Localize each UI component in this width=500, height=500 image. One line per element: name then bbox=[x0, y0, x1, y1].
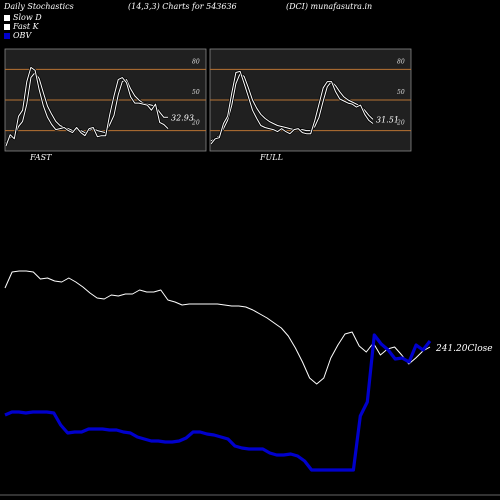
full-level-label-50: 50 bbox=[397, 89, 405, 96]
fast-panel-label: FAST bbox=[29, 153, 52, 162]
full-series-0-line bbox=[210, 73, 374, 142]
fast-series-1-line bbox=[5, 66, 169, 147]
full-level-label-80: 80 bbox=[397, 58, 405, 65]
fast-level-label-50: 50 bbox=[192, 89, 200, 96]
close-label: Close bbox=[468, 344, 493, 354]
legend-label-obv: OBV bbox=[13, 31, 32, 40]
full-series-1-line bbox=[210, 70, 374, 145]
full-panel-label: FULL bbox=[259, 153, 283, 162]
legend-item-obv: OBV bbox=[4, 31, 42, 40]
obv-line bbox=[4, 333, 432, 472]
legend-label-slow-d: Slow D bbox=[13, 13, 42, 22]
fast-level-label-80: 80 bbox=[192, 58, 200, 65]
full-last-value-label: 31.51 bbox=[376, 115, 399, 124]
chart-title: Daily Stochastics bbox=[4, 2, 74, 11]
legend-swatch-obv bbox=[4, 32, 10, 39]
chart-source: (DCI) munafasutra.in bbox=[286, 2, 373, 11]
legend-item-fast-k: Fast K bbox=[4, 22, 42, 31]
chart-params: (14,3,3) Charts for 543636 bbox=[128, 2, 237, 11]
legend-swatch-slow-d bbox=[4, 14, 10, 21]
fast-last-value-label: 32.93 bbox=[171, 113, 194, 122]
price-value: 241.20 bbox=[435, 344, 468, 354]
legend-item-slow-d: Slow D bbox=[4, 13, 42, 22]
legend-swatch-fast-k bbox=[4, 23, 10, 30]
price-value-label: 241.20Close bbox=[435, 344, 493, 354]
legend: Slow D Fast K OBV bbox=[4, 13, 42, 40]
price-line bbox=[4, 270, 431, 385]
fast-level-label-20: 20 bbox=[191, 120, 200, 127]
legend-label-fast-k: Fast K bbox=[13, 22, 39, 31]
full-level-label-20: 20 bbox=[396, 120, 405, 127]
